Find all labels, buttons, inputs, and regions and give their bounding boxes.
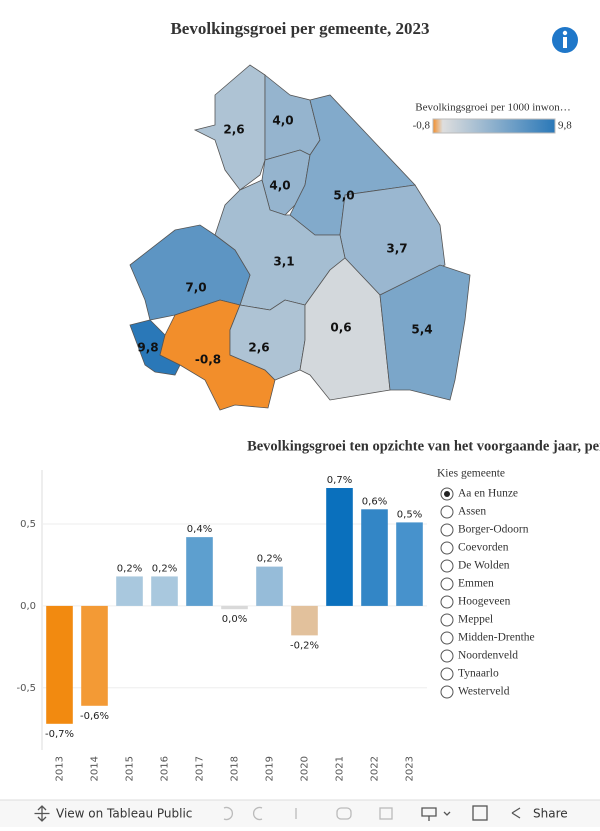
x-tick-label: 2023 xyxy=(405,756,416,781)
map-value-label: 0,6 xyxy=(330,321,351,335)
map-title: Bevolkingsgroei per gemeente, 2023 xyxy=(170,19,429,38)
radio-label[interactable]: Noordenveld xyxy=(458,650,518,662)
info-stem xyxy=(563,37,567,48)
radio-selected xyxy=(444,491,450,497)
bar-value-label: -0,2% xyxy=(290,640,319,651)
x-tick-label: 2017 xyxy=(195,756,206,781)
legend-gradient xyxy=(432,118,556,134)
radio-button[interactable] xyxy=(440,631,454,645)
radio-button[interactable] xyxy=(440,559,454,573)
radio-button[interactable] xyxy=(440,649,454,663)
radio-label[interactable]: Aa en Hunze xyxy=(458,488,518,500)
x-tick-label: 2013 xyxy=(55,756,66,781)
bar-value-label: -0,6% xyxy=(80,711,109,722)
bar[interactable] xyxy=(151,576,178,606)
y-tick-label: -0,5 xyxy=(16,683,36,694)
municipality[interactable] xyxy=(129,224,251,321)
map-value-label: 3,7 xyxy=(386,242,407,256)
bar[interactable] xyxy=(326,488,353,606)
bar[interactable] xyxy=(361,509,388,606)
radio-label[interactable]: Meppel xyxy=(458,614,493,626)
x-tick-label: 2015 xyxy=(125,756,136,781)
radio-label[interactable]: Tynaarlo xyxy=(458,668,499,680)
map-value-label: 5,0 xyxy=(333,189,354,203)
x-tick-label: 2016 xyxy=(160,756,171,781)
radio-label[interactable]: Westerveld xyxy=(458,686,510,698)
toolbar xyxy=(0,800,600,827)
share-icon[interactable] xyxy=(511,807,521,819)
undo-icon[interactable] xyxy=(223,806,234,821)
map-value-label: 4,0 xyxy=(269,179,290,193)
bar-value-label: 0,5% xyxy=(397,509,422,520)
bar[interactable] xyxy=(396,522,423,606)
legend-min-label: -0,8 xyxy=(413,120,431,132)
radio-label[interactable]: Assen xyxy=(458,506,486,518)
bar-value-label: 0,7% xyxy=(327,475,352,486)
bar-value-label: 0,6% xyxy=(362,496,387,507)
radio-button[interactable] xyxy=(440,595,454,609)
fullscreen-icon[interactable] xyxy=(472,805,488,821)
bar-value-label: 0,0% xyxy=(222,614,247,625)
radio-label[interactable]: Coevorden xyxy=(458,542,509,554)
x-tick-label: 2018 xyxy=(230,756,241,781)
bar[interactable] xyxy=(116,576,143,606)
radio-button[interactable] xyxy=(440,685,454,699)
map-value-label: 4,0 xyxy=(272,114,293,128)
refresh-icon[interactable] xyxy=(336,807,352,820)
x-tick-label: 2019 xyxy=(265,756,276,781)
share-button[interactable]: Share xyxy=(533,807,568,821)
legend-max-label: 9,8 xyxy=(558,120,572,132)
bar-value-label: 0,2% xyxy=(257,554,282,565)
map-value-label: 9,8 xyxy=(137,341,158,355)
redo-icon[interactable] xyxy=(252,806,263,821)
radio-label[interactable]: Hoogeveen xyxy=(458,596,511,608)
bar[interactable] xyxy=(81,605,108,706)
radio-button[interactable] xyxy=(440,541,454,555)
bar[interactable] xyxy=(186,537,213,606)
radio-button[interactable] xyxy=(440,667,454,681)
radio-button[interactable] xyxy=(440,523,454,537)
map-value-label: 2,6 xyxy=(223,123,244,137)
x-tick-label: 2014 xyxy=(90,756,101,781)
map-value-label: 3,1 xyxy=(273,255,294,269)
radio-label[interactable]: Midden-Drenthe xyxy=(458,632,535,644)
toolbar-icons xyxy=(34,805,521,822)
municipality[interactable] xyxy=(299,257,391,401)
radio-label[interactable]: De Wolden xyxy=(458,560,510,572)
bar-value-label: 0,2% xyxy=(152,563,177,574)
radio-button[interactable] xyxy=(440,505,454,519)
bar[interactable] xyxy=(256,566,283,606)
bar-value-label: 0,2% xyxy=(117,563,142,574)
y-tick-label: 0,0 xyxy=(20,601,36,612)
x-tick-label: 2022 xyxy=(370,756,381,781)
map-value-label: 2,6 xyxy=(248,341,269,355)
info-icon[interactable] xyxy=(552,27,578,53)
view-on-tableau[interactable]: View on Tableau Public xyxy=(56,807,192,821)
municipality[interactable] xyxy=(379,264,471,401)
radio-button[interactable] xyxy=(440,577,454,591)
map-value-label: 7,0 xyxy=(185,281,206,295)
radio-label[interactable]: Borger-Odoorn xyxy=(458,524,529,536)
bar[interactable] xyxy=(46,605,73,724)
bar[interactable] xyxy=(221,605,248,610)
radio-button[interactable] xyxy=(440,613,454,627)
download-icon[interactable] xyxy=(421,807,451,821)
x-tick-label: 2020 xyxy=(300,756,311,781)
pause-icon[interactable] xyxy=(379,807,393,820)
bar-title: Bevolkingsgroei ten opzichte van het voo… xyxy=(247,438,600,454)
bar-value-label: -0,7% xyxy=(45,729,74,740)
bar-value-label: 0,4% xyxy=(187,524,212,535)
tableau-icon xyxy=(34,805,50,822)
selector-title: Kies gemeente xyxy=(437,468,505,480)
info-dot xyxy=(562,30,568,36)
map-value-label: -0,8 xyxy=(195,353,221,367)
radio-label[interactable]: Emmen xyxy=(458,578,494,590)
bar[interactable] xyxy=(291,605,318,636)
y-tick-label: 0,5 xyxy=(20,519,36,530)
legend-title: Bevolkingsgroei per 1000 inwon… xyxy=(415,102,571,114)
x-tick-label: 2021 xyxy=(335,756,346,781)
map-value-label: 5,4 xyxy=(411,323,432,337)
